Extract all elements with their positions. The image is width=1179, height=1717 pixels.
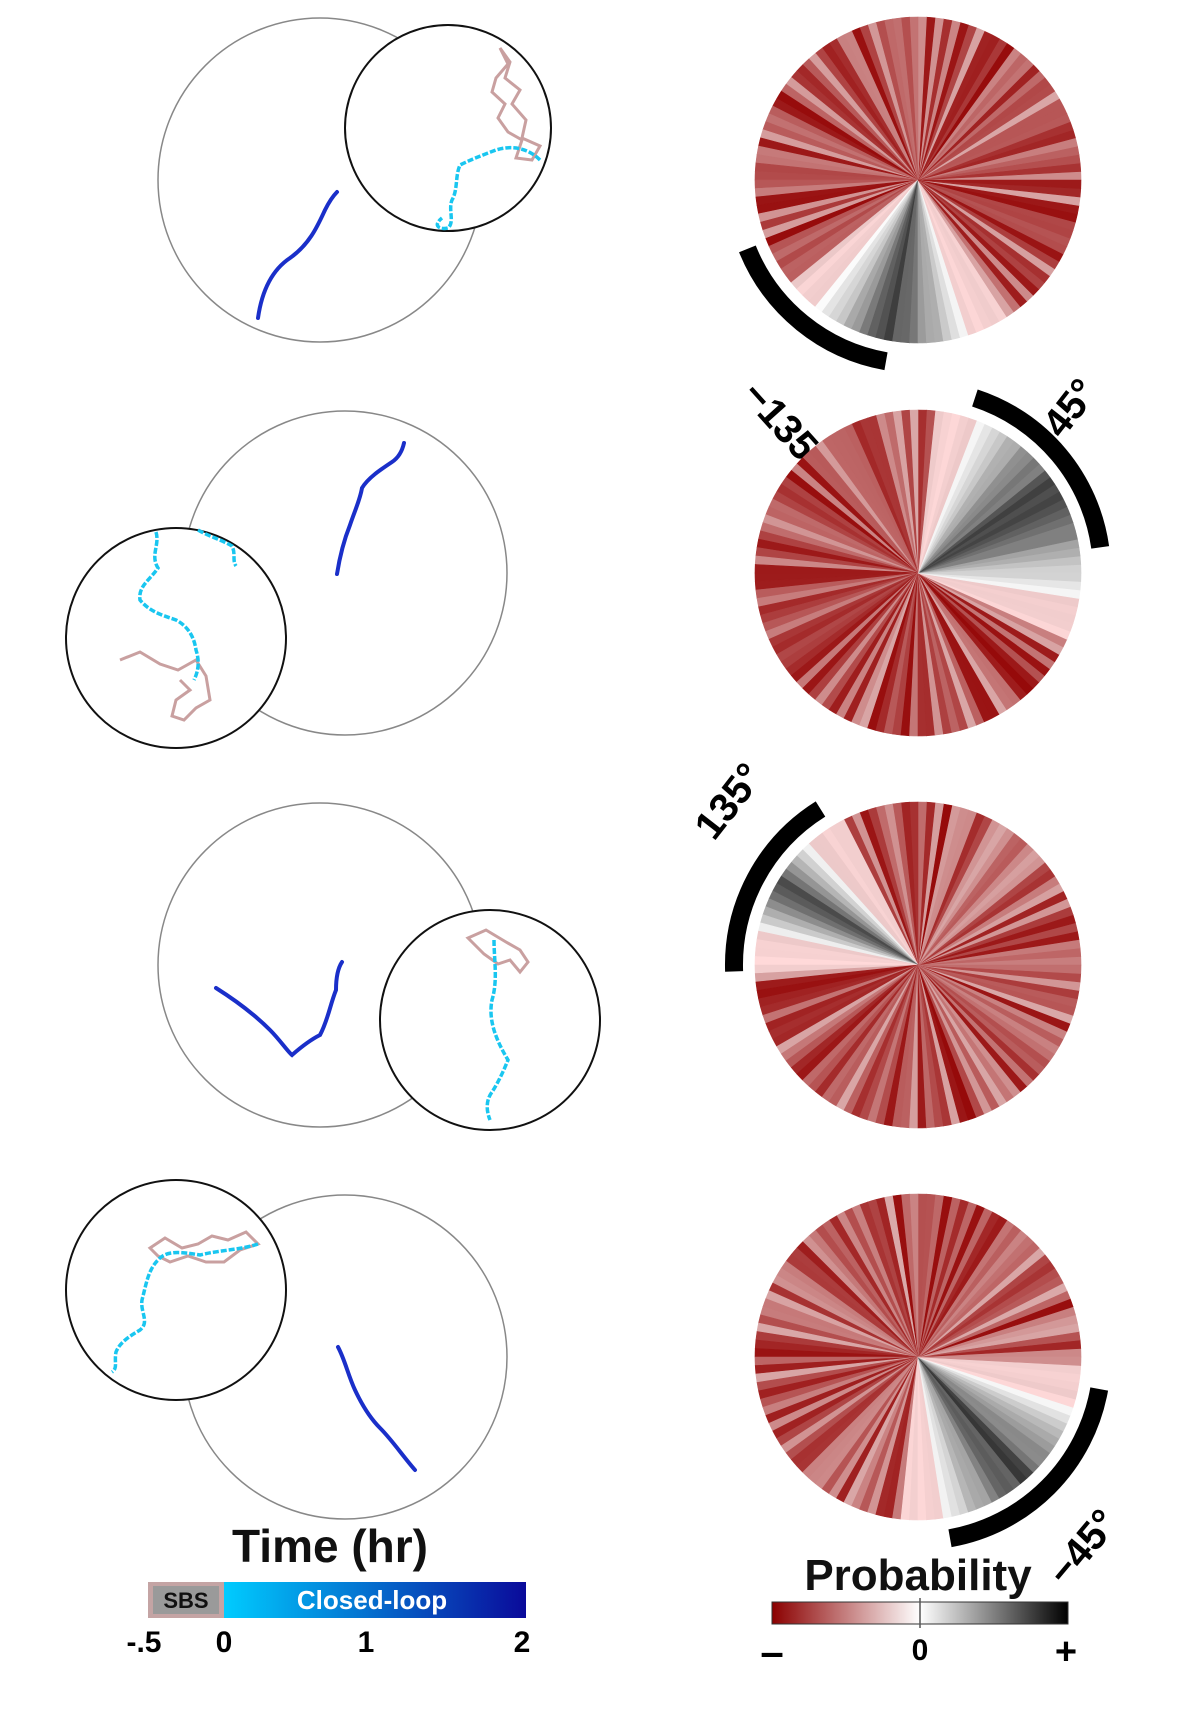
preferred-heading-arc-4 xyxy=(948,1387,1109,1548)
arc-label-3: 135° xyxy=(686,755,772,847)
inset-closed-loop-trajectory xyxy=(435,146,542,231)
closed-loop-trajectory xyxy=(335,441,406,576)
wheel-sector xyxy=(917,964,1082,974)
inset-circle xyxy=(65,527,287,749)
probability-tick-pos: + xyxy=(1055,1631,1077,1673)
time-tick-2: 2 xyxy=(514,1626,531,1659)
inset-sbs-trajectory xyxy=(465,928,530,975)
preferred-heading-arc-2 xyxy=(972,389,1110,549)
wheel-sector xyxy=(917,179,1082,189)
inset-closed-loop-trajectory xyxy=(110,1242,259,1374)
closed-loop-gradient-bar xyxy=(224,1582,526,1618)
arc-label-4: −45° xyxy=(1039,1501,1127,1594)
inset-closed-loop-trajectory xyxy=(138,528,238,681)
inset-circle xyxy=(65,1179,287,1401)
probability-wheel-4 xyxy=(754,1193,1082,1521)
time-tick-1: 1 xyxy=(358,1626,375,1659)
wheel-sector xyxy=(917,1356,1082,1366)
time-tick-0: 0 xyxy=(216,1626,233,1659)
trajectory-panel-3 xyxy=(157,802,601,1131)
closed-loop-trajectory xyxy=(256,190,339,320)
inset-closed-loop-trajectory xyxy=(485,939,510,1121)
trajectory-panel-4 xyxy=(65,1179,508,1520)
sbs-swatch-inner xyxy=(153,1586,219,1614)
preferred-heading-arc-3 xyxy=(725,801,826,972)
wheel-sector xyxy=(917,572,1082,582)
trajectory-panel-1 xyxy=(157,17,552,343)
probability-legend-title: Probability xyxy=(804,1551,1032,1600)
time-tick-neg-half: -.5 xyxy=(126,1626,161,1659)
inset-sbs-trajectory xyxy=(490,47,543,162)
preferred-heading-arc-1 xyxy=(739,245,888,371)
probability-wheel-3 xyxy=(754,801,1082,1129)
probability-wheel-2 xyxy=(754,409,1082,737)
inset-sbs-trajectory xyxy=(119,650,212,722)
closed-loop-label: Closed-loop xyxy=(297,1585,447,1615)
probability-legend: Probability – 0 + xyxy=(760,1551,1077,1675)
time-legend-title: Time (hr) xyxy=(232,1520,428,1572)
probability-tick-zero: 0 xyxy=(912,1634,929,1667)
probability-tick-neg: – xyxy=(760,1628,783,1675)
sbs-label: SBS xyxy=(163,1588,208,1613)
time-legend: Time (hr) SBS Closed-loop -.5 0 1 2 xyxy=(126,1520,530,1659)
closed-loop-trajectory xyxy=(214,960,344,1058)
inset-circle xyxy=(344,24,552,232)
closed-loop-trajectory xyxy=(336,1345,417,1472)
trajectory-panel-2 xyxy=(65,410,508,749)
probability-wheel-1 xyxy=(754,16,1082,344)
